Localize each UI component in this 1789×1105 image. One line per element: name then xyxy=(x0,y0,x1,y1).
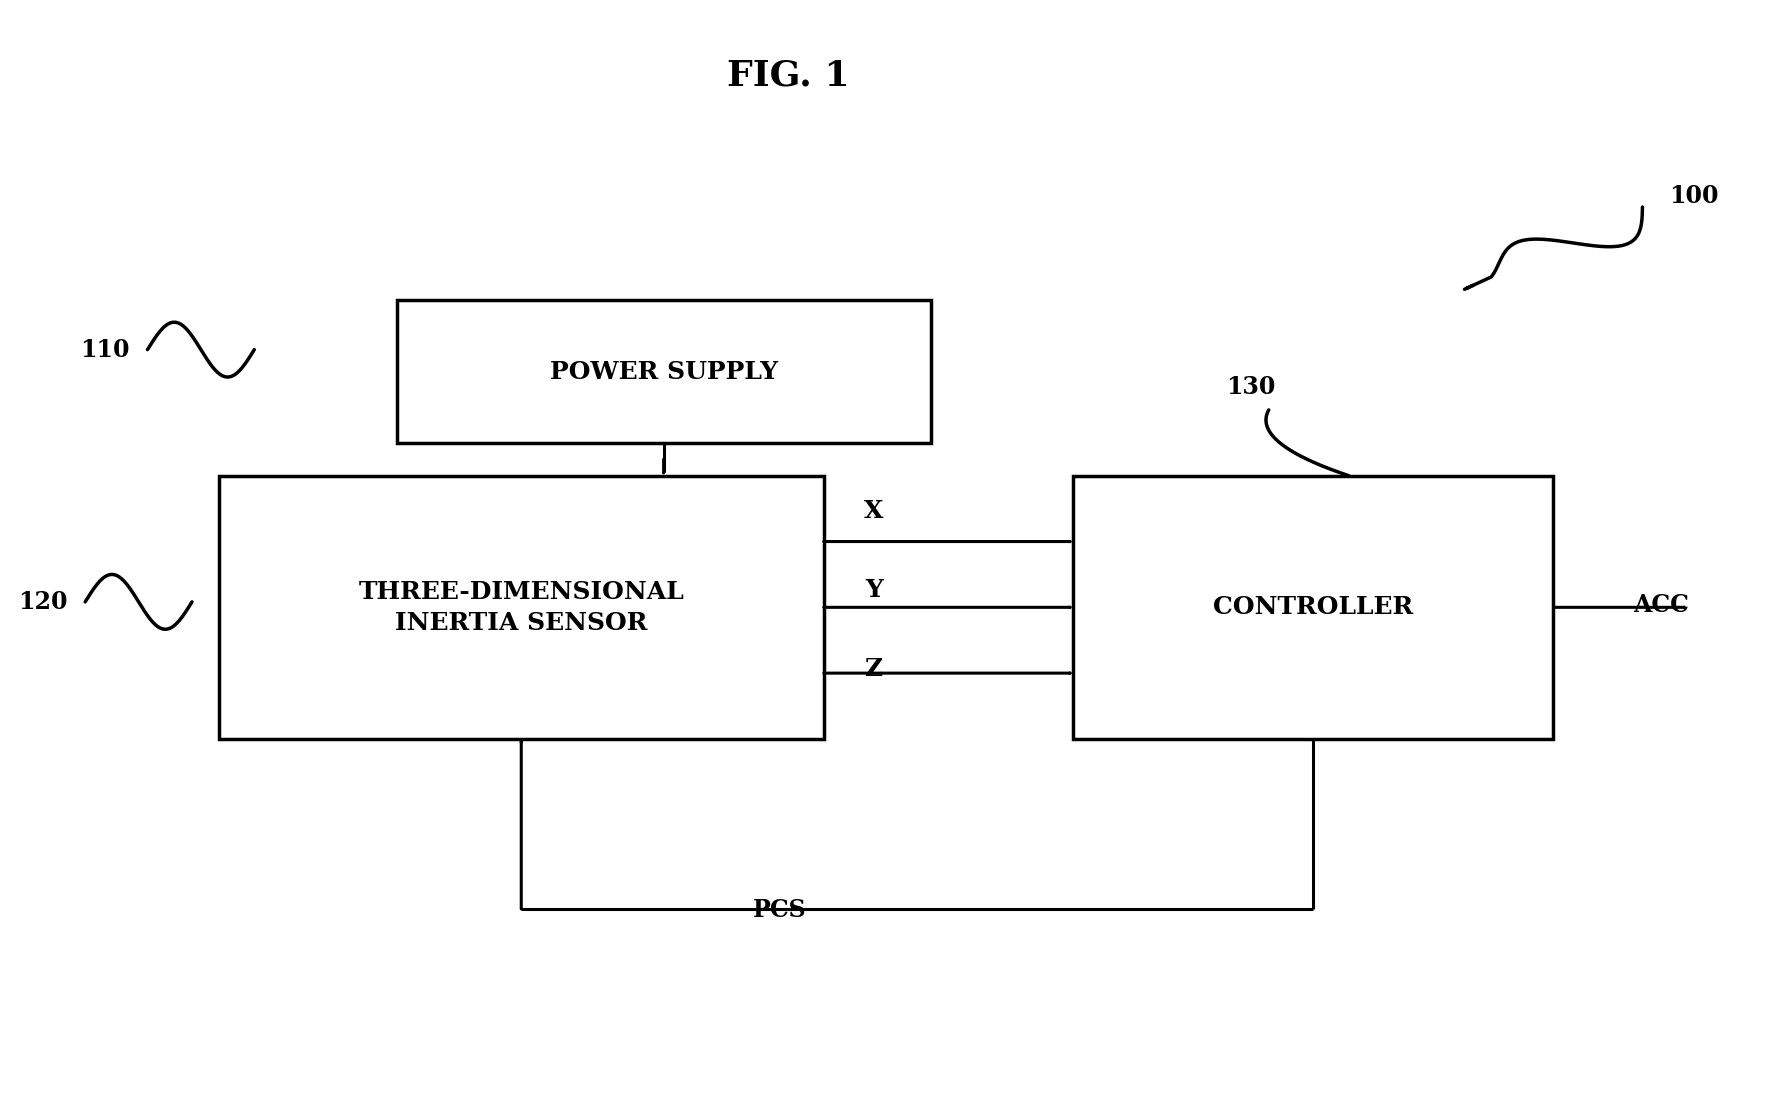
Text: 110: 110 xyxy=(81,338,131,361)
Text: 130: 130 xyxy=(1225,375,1276,399)
Text: Y: Y xyxy=(864,578,882,602)
Text: 100: 100 xyxy=(1669,185,1719,208)
FancyBboxPatch shape xyxy=(218,476,823,739)
FancyBboxPatch shape xyxy=(397,301,930,443)
Text: POWER SUPPLY: POWER SUPPLY xyxy=(549,359,778,383)
Text: X: X xyxy=(864,498,884,523)
Text: Z: Z xyxy=(864,656,882,681)
Text: PCS: PCS xyxy=(753,898,807,922)
FancyBboxPatch shape xyxy=(1073,476,1553,739)
Text: FIG. 1: FIG. 1 xyxy=(726,59,850,93)
Text: 120: 120 xyxy=(18,590,68,614)
Text: THREE-DIMENSIONAL
INERTIA SENSOR: THREE-DIMENSIONAL INERTIA SENSOR xyxy=(358,579,683,635)
Text: ACC: ACC xyxy=(1633,593,1689,617)
Text: CONTROLLER: CONTROLLER xyxy=(1213,596,1413,619)
